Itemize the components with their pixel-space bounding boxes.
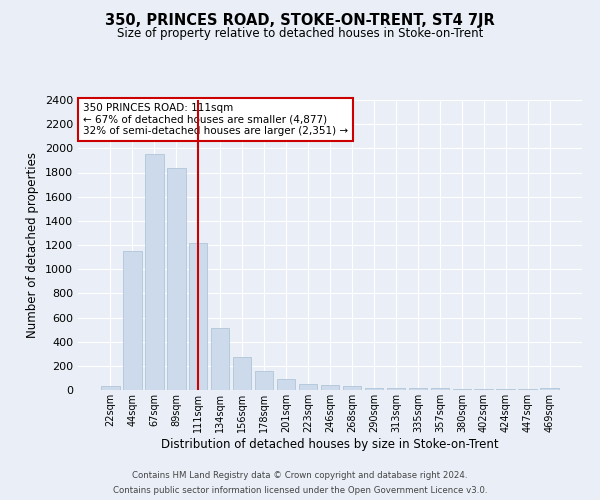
Bar	[299, 384, 317, 390]
Text: Size of property relative to detached houses in Stoke-on-Trent: Size of property relative to detached ho…	[117, 28, 483, 40]
Bar	[475, 389, 493, 390]
Bar	[167, 168, 185, 390]
X-axis label: Distribution of detached houses by size in Stoke-on-Trent: Distribution of detached houses by size …	[161, 438, 499, 450]
Bar	[123, 251, 142, 390]
Text: 350 PRINCES ROAD: 111sqm
← 67% of detached houses are smaller (4,877)
32% of sem: 350 PRINCES ROAD: 111sqm ← 67% of detach…	[83, 103, 348, 136]
Bar	[365, 388, 383, 390]
Bar	[496, 389, 515, 390]
Text: Contains HM Land Registry data © Crown copyright and database right 2024.: Contains HM Land Registry data © Crown c…	[132, 471, 468, 480]
Text: 350, PRINCES ROAD, STOKE-ON-TRENT, ST4 7JR: 350, PRINCES ROAD, STOKE-ON-TRENT, ST4 7…	[105, 12, 495, 28]
Bar	[211, 328, 229, 390]
Bar	[189, 242, 208, 390]
Bar	[277, 379, 295, 390]
Bar	[145, 154, 164, 390]
Bar	[541, 388, 559, 390]
Bar	[343, 386, 361, 390]
Bar	[431, 388, 449, 390]
Y-axis label: Number of detached properties: Number of detached properties	[26, 152, 40, 338]
Text: Contains public sector information licensed under the Open Government Licence v3: Contains public sector information licen…	[113, 486, 487, 495]
Bar	[233, 358, 251, 390]
Bar	[386, 388, 405, 390]
Bar	[101, 386, 119, 390]
Bar	[409, 388, 427, 390]
Bar	[255, 372, 274, 390]
Bar	[452, 389, 471, 390]
Bar	[320, 385, 340, 390]
